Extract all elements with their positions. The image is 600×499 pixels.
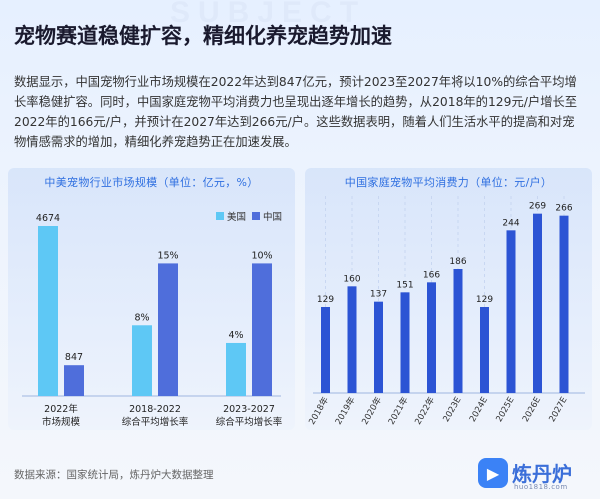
market-size-category-label: 综合平均增长率 (122, 416, 189, 428)
market-size-data-label: 10% (251, 250, 272, 261)
consumption-category-label: 2021年 (386, 395, 411, 427)
consumption-category-label: 2020年 (360, 395, 385, 427)
page-title: 宠物赛道稳健扩容，精细化养宠趋势加速 (14, 24, 392, 48)
consumption-chart-title: 中国家庭宠物平均消费力（单位：元/户） (344, 176, 553, 189)
consumption-category-label: 2024E (468, 396, 490, 424)
consumption-data-label: 129 (476, 295, 493, 305)
consumption-bar-9 (559, 215, 569, 393)
market-size-bar-cn-2 (252, 263, 272, 396)
consumption-bar-4 (427, 282, 436, 393)
consumption-chart-panel: 中国家庭宠物平均消费力（单位：元/户） 129 2018年 160 2019年 137 2… (305, 168, 592, 430)
consumption-bar-0 (321, 307, 330, 393)
market-size-data-label: 4% (228, 330, 243, 341)
consumption-data-label: 160 (343, 274, 360, 284)
consumption-data-label: 151 (396, 280, 413, 290)
legend-swatch-cn (252, 212, 260, 220)
market-size-bar-cn-0 (64, 365, 84, 396)
logo-text: 炼丹炉 (512, 462, 572, 486)
consumption-data-label: 137 (370, 290, 387, 300)
consumption-category-label: 2027E (547, 396, 569, 424)
consumption-category-label: 2018年 (307, 395, 332, 427)
legend-swatch-us (216, 212, 224, 220)
consumption-category-label: 2026E (521, 396, 543, 424)
consumption-data-label: 266 (555, 204, 572, 214)
consumption-data-label: 129 (317, 295, 334, 305)
market-size-bar-us-2 (226, 342, 246, 396)
consumption-chart: 129 2018年 160 2019年 137 2020年 151 2021年 166 2022年… (307, 196, 585, 427)
consumption-category-label: 2023E (441, 396, 463, 424)
logo-url: huo1818.com (514, 483, 568, 491)
consumption-bar-2 (374, 301, 383, 393)
consumption-bar-6 (480, 307, 489, 393)
market-size-data-label: 4674 (36, 213, 60, 224)
logo-badge-icon: ▶ (478, 458, 508, 488)
consumption-bar-3 (400, 292, 410, 393)
consumption-bar-8 (533, 213, 542, 393)
market-size-data-label: 8% (134, 312, 149, 323)
summary-paragraph: 数据显示，中国宠物行业市场规模在2022年达到847亿元，预计2023至2027… (14, 75, 578, 149)
legend-label-cn: 中国 (263, 211, 282, 223)
consumption-category-label: 2022年 (413, 395, 438, 427)
consumption-bar-5 (453, 269, 463, 393)
brand-logo: ▶ 炼丹炉 huo1818.com (478, 456, 592, 492)
market-size-category-label: 2022年 (44, 403, 78, 415)
market-size-bar-us-1 (132, 325, 152, 396)
consumption-data-label: 166 (423, 270, 440, 280)
market-size-data-label: 15% (157, 250, 178, 261)
consumption-data-label: 269 (529, 202, 546, 212)
market-size-category-label: 综合平均增长率 (216, 416, 283, 428)
consumption-category-label: 2019年 (333, 395, 358, 427)
market-size-category-label: 市场规模 (42, 416, 81, 428)
consumption-bar-7 (506, 230, 516, 393)
background-watermark: SUBJECT (170, 0, 367, 29)
market-size-chart-panel: 中美宠物行业市场规模（单位：亿元，%） 4674 847 2022年 市场规模 8% 15… (8, 168, 295, 430)
market-size-bar-us-0 (38, 226, 58, 396)
legend-label-us: 美国 (227, 211, 246, 223)
data-source-note: 数据来源：国家统计局，炼丹炉大数据整理 (14, 469, 214, 481)
consumption-data-label: 244 (502, 218, 519, 228)
market-size-category-label: 2023-2027 (223, 404, 275, 415)
market-size-bar-cn-1 (158, 263, 178, 396)
market-size-chart: 46748472022年市场规模8%15%2018-2022综合平均增长率4%1… (22, 211, 283, 428)
market-size-data-label: 847 (65, 352, 83, 363)
market-size-chart-title: 中美宠物行业市场规模（单位：亿元，%） (44, 176, 259, 189)
consumption-data-label: 186 (449, 257, 466, 267)
consumption-category-label: 2025E (494, 396, 516, 424)
market-size-category-label: 2018-2022 (129, 404, 181, 415)
consumption-bar-1 (347, 286, 357, 393)
